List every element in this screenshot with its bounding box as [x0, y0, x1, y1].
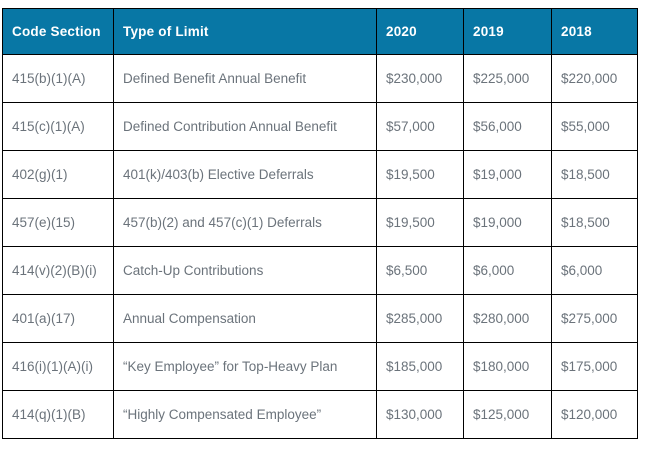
cell-2019-value: $19,000 [463, 198, 552, 247]
cell-code-section: 402(g)(1) [2, 150, 114, 199]
cell-type-of-limit: 457(b)(2) and 457(c)(1) Deferrals [113, 198, 377, 247]
cell-2020-value: $19,500 [376, 198, 464, 247]
table-row: 457(e)(15) 457(b)(2) and 457(c)(1) Defer… [2, 198, 638, 247]
table-row: 415(c)(1)(A) Defined Contribution Annual… [2, 102, 638, 151]
cell-2019-value: $6,000 [463, 246, 552, 295]
header-2018: 2018 [551, 8, 638, 55]
cell-code-section: 457(e)(15) [2, 198, 114, 247]
cell-2019-value: $180,000 [463, 342, 552, 391]
header-code-section: Code Section [2, 8, 114, 55]
table-row: 416(i)(1)(A)(i) “Key Employee” for Top-H… [2, 342, 638, 391]
cell-2019-value: $125,000 [463, 390, 552, 439]
cell-type-of-limit: Catch-Up Contributions [113, 246, 377, 295]
cell-type-of-limit: “Highly Compensated Employee” [113, 390, 377, 439]
cell-code-section: 401(a)(17) [2, 294, 114, 343]
header-2019: 2019 [463, 8, 552, 55]
cell-2020-value: $230,000 [376, 54, 464, 103]
cell-code-section: 416(i)(1)(A)(i) [2, 342, 114, 391]
cell-2018-value: $175,000 [551, 342, 638, 391]
cell-2018-value: $18,500 [551, 150, 638, 199]
table-row: 414(v)(2)(B)(i) Catch-Up Contributions $… [2, 246, 638, 295]
cell-2018-value: $220,000 [551, 54, 638, 103]
cell-2018-value: $55,000 [551, 102, 638, 151]
benefit-limits-table: Code Section Type of Limit 2020 2019 201… [2, 8, 638, 439]
cell-2018-value: $6,000 [551, 246, 638, 295]
table-row: 401(a)(17) Annual Compensation $285,000 … [2, 294, 638, 343]
cell-2020-value: $285,000 [376, 294, 464, 343]
cell-2020-value: $130,000 [376, 390, 464, 439]
cell-2020-value: $185,000 [376, 342, 464, 391]
cell-2019-value: $225,000 [463, 54, 552, 103]
cell-2018-value: $120,000 [551, 390, 638, 439]
cell-code-section: 414(v)(2)(B)(i) [2, 246, 114, 295]
cell-2020-value: $19,500 [376, 150, 464, 199]
cell-2020-value: $6,500 [376, 246, 464, 295]
cell-code-section: 415(c)(1)(A) [2, 102, 114, 151]
cell-type-of-limit: “Key Employee” for Top-Heavy Plan [113, 342, 377, 391]
cell-2018-value: $18,500 [551, 198, 638, 247]
cell-type-of-limit: 401(k)/403(b) Elective Deferrals [113, 150, 377, 199]
header-2020: 2020 [376, 8, 464, 55]
header-type-of-limit: Type of Limit [113, 8, 377, 55]
cell-2019-value: $19,000 [463, 150, 552, 199]
table-row: 402(g)(1) 401(k)/403(b) Elective Deferra… [2, 150, 638, 199]
cell-code-section: 415(b)(1)(A) [2, 54, 114, 103]
table-row: 415(b)(1)(A) Defined Benefit Annual Bene… [2, 54, 638, 103]
table-row: 414(q)(1)(B) “Highly Compensated Employe… [2, 390, 638, 439]
cell-2018-value: $275,000 [551, 294, 638, 343]
table-header-row: Code Section Type of Limit 2020 2019 201… [2, 8, 638, 55]
cell-type-of-limit: Defined Benefit Annual Benefit [113, 54, 377, 103]
cell-2020-value: $57,000 [376, 102, 464, 151]
cell-code-section: 414(q)(1)(B) [2, 390, 114, 439]
cell-type-of-limit: Annual Compensation [113, 294, 377, 343]
cell-type-of-limit: Defined Contribution Annual Benefit [113, 102, 377, 151]
cell-2019-value: $280,000 [463, 294, 552, 343]
cell-2019-value: $56,000 [463, 102, 552, 151]
